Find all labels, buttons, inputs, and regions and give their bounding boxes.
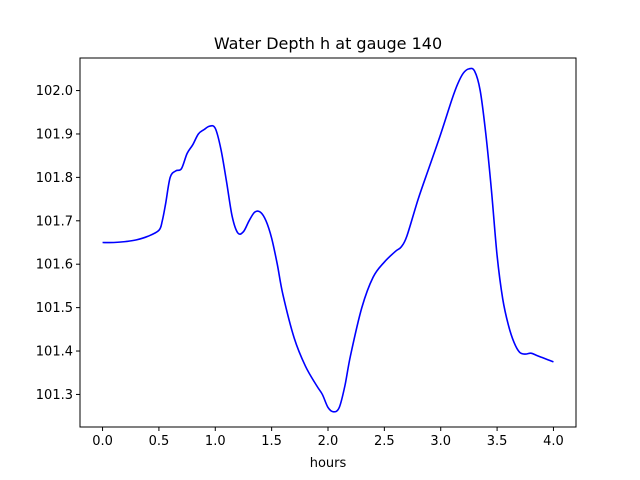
x-tick-label: 3.0 xyxy=(430,434,451,449)
series-layer xyxy=(102,67,554,413)
y-tick-label: 102.0 xyxy=(36,84,73,99)
y-axis: 101.3 101.4 101.5 101.6 101.7 101.8 101.9 102.0 xyxy=(36,84,80,403)
y-tick-label: 101.7 xyxy=(36,214,73,229)
y-tick-label: 101.5 xyxy=(36,301,73,316)
series-line xyxy=(102,67,554,413)
x-tick-label: 1.0 xyxy=(205,434,226,449)
x-tick-label: 4.0 xyxy=(543,434,564,449)
plot-area-frame xyxy=(79,57,577,428)
y-tick-label: 101.4 xyxy=(36,345,73,360)
x-tick-label: 2.5 xyxy=(374,434,395,449)
x-tick-label: 0.5 xyxy=(149,434,170,449)
y-tick-label: 101.9 xyxy=(36,127,73,142)
x-tick-label: 0.0 xyxy=(92,434,113,449)
y-tick-label: 101.8 xyxy=(36,171,73,186)
x-axis: 0.0 0.5 1.0 1.5 2.0 2.5 3.0 3.5 4.0 xyxy=(92,427,564,449)
y-tick-label: 101.3 xyxy=(36,388,73,403)
x-tick-label: 3.5 xyxy=(487,434,508,449)
x-tick-label: 1.5 xyxy=(261,434,282,449)
x-tick-label: 2.0 xyxy=(318,434,339,449)
chart-title: Water Depth h at gauge 140 xyxy=(214,34,442,53)
y-tick-label: 101.6 xyxy=(36,258,73,273)
x-axis-label: hours xyxy=(310,456,347,471)
